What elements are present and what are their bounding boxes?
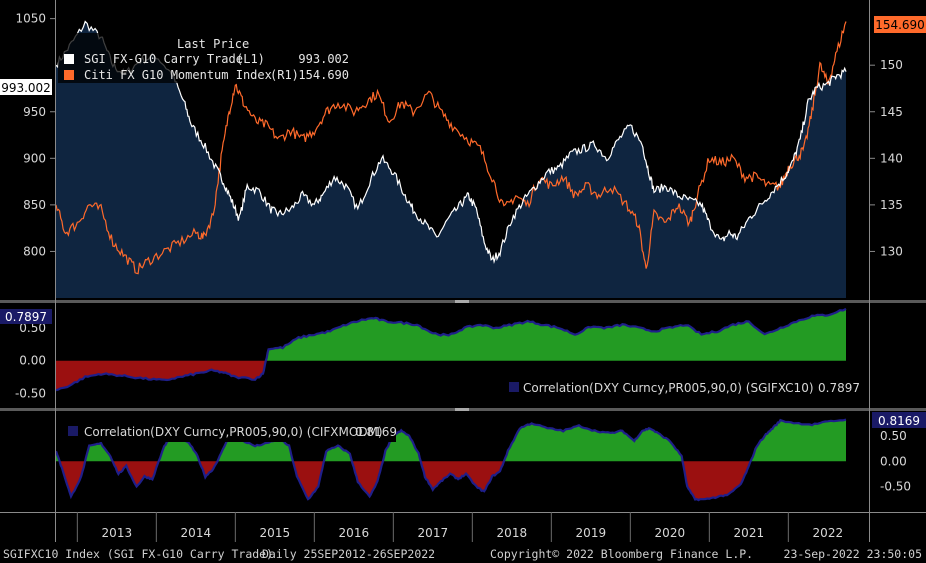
legend-swatch-citi [64, 70, 74, 80]
year-label: 2016 [339, 526, 370, 540]
footer-bar: SGIFXC10 Index (SGI FX-G10 Carry Trade) … [3, 547, 922, 561]
right-tick-label: 135 [880, 198, 903, 212]
year-label: 2021 [734, 526, 765, 540]
left-tick-label: 800 [23, 244, 46, 258]
corr1-last-value-label: 0.7897 [0, 309, 52, 324]
corr1-axis-ticks: 0.50 0.00 -0.50 [15, 321, 46, 401]
svg-text:Correlation(DXY Curncy,PR005,9: Correlation(DXY Curncy,PR005,90,0) (CIFX… [84, 425, 383, 439]
legend-label-citi: Citi FX G10 Momentum Index [84, 68, 272, 82]
correlation-panel-citi: 0.50 0.00 -0.50 Correlation(DXY Curncy,PR0… [54, 412, 926, 502]
corr2-last-value-label: 0.8169 [872, 412, 926, 428]
left-axis-ticks: 800 850 900 950 1050 [15, 12, 56, 258]
footer-copyright: Copyright© 2022 Bloomberg Finance L.P. [490, 547, 753, 561]
citi-momentum-line [55, 21, 847, 275]
corr1-legend: Correlation(DXY Curncy,PR005,90,0) (SGIF… [500, 375, 862, 399]
footer-timestamp: 23-Sep-2022 23:50:05 [784, 547, 922, 561]
legend-axis-sgi: (L1) [236, 52, 265, 66]
legend-axis-citi: (R1) [270, 68, 299, 82]
sgi-area-fill [56, 21, 846, 298]
sgi-carry-trade-line [55, 20, 847, 264]
left-tick-label: 950 [23, 105, 46, 119]
sgi-last-value-label: 993.002 [0, 79, 52, 95]
corr-tick-label: 0.50 [880, 429, 907, 443]
legend-value-citi: 154.690 [298, 68, 349, 82]
right-tick-label: 145 [880, 105, 903, 119]
footer-security: SGIFXC10 Index (SGI FX-G10 Carry Trade) [3, 547, 273, 561]
panel-resize-handle[interactable] [455, 408, 469, 411]
year-label: 2014 [181, 526, 212, 540]
left-tick-label: 850 [23, 198, 46, 212]
right-tick-label: 140 [880, 151, 903, 165]
corr1-negative-fill [56, 360, 846, 391]
time-axis-labels: 2013 2014 2015 2016 2017 2018 2019 2020 2021 2022 [76, 512, 844, 542]
main-legend: Last Price SGI FX-G10 Carry Trade (L1) 9… [58, 33, 360, 83]
svg-text:0.8169: 0.8169 [355, 425, 397, 439]
corr2-legend: Correlation(DXY Curncy,PR005,90,0) (CIFX… [58, 420, 397, 442]
corr2-axis-ticks: 0.50 0.00 -0.50 [880, 429, 911, 494]
corr1-line [55, 307, 847, 392]
legend-value-sgi: 993.002 [298, 52, 349, 66]
right-tick-label: 150 [880, 58, 903, 72]
year-label: 2020 [655, 526, 686, 540]
left-tick-label: 900 [23, 151, 46, 165]
panel-resize-handle[interactable] [455, 300, 469, 303]
year-label: 2019 [576, 526, 607, 540]
year-label: 2015 [260, 526, 291, 540]
right-axis-ticks: 130 135 140 145 150 [869, 58, 903, 258]
corr2-negative-fill [56, 461, 846, 501]
footer-period: Daily 25SEP2012-26SEP2022 [262, 547, 435, 561]
main-price-panel: 800 850 900 950 1050 130 135 140 145 150 Last Pr… [0, 12, 926, 298]
legend-swatch-sgi [64, 54, 74, 64]
left-tick-label: 1050 [15, 12, 46, 26]
year-label: 2013 [102, 526, 133, 540]
corr-tick-label: 0.00 [19, 354, 46, 368]
correlation-panel-sgi: 0.50 0.00 -0.50 Correlation(DXY Curncy,PR0… [0, 307, 862, 401]
svg-text:0.7897: 0.7897 [5, 310, 47, 324]
right-tick-label: 130 [880, 244, 903, 258]
legend-title: Last Price [177, 37, 249, 51]
corr2-positive-fill [56, 419, 846, 462]
svg-text:0.8169: 0.8169 [878, 414, 920, 428]
corr-tick-label: 0.50 [19, 321, 46, 335]
citi-last-value-label: 154.690 [874, 16, 926, 33]
svg-text:993.002: 993.002 [1, 81, 51, 95]
svg-text:0.7897: 0.7897 [818, 381, 860, 395]
year-label: 2017 [418, 526, 449, 540]
svg-text:Correlation(DXY Curncy,PR005,9: Correlation(DXY Curncy,PR005,90,0) (SGIF… [523, 381, 814, 395]
year-label: 2018 [497, 526, 528, 540]
year-label: 2022 [813, 526, 844, 540]
corr-tick-label: 0.00 [880, 454, 907, 468]
svg-text:154.690: 154.690 [875, 18, 925, 32]
corr-tick-label: -0.50 [880, 480, 911, 494]
corr-tick-label: -0.50 [15, 386, 46, 400]
legend-label-sgi: SGI FX-G10 Carry Trade [84, 52, 243, 66]
